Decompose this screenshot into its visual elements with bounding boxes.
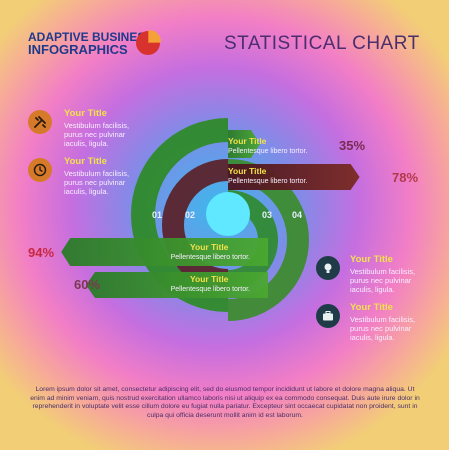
bar-01 [228, 130, 260, 158]
pie-logo-icon [136, 30, 161, 55]
bar-text: Pellentesque libero tortor. [228, 178, 308, 185]
bar-02 [228, 164, 360, 190]
page-title: STATISTICAL CHART [224, 33, 420, 54]
tools-icon [28, 110, 52, 134]
brand-line-1: ADAPTIVE BUSINESS [28, 30, 154, 44]
right-item-title: Your Title [350, 302, 393, 313]
category-label: 04 [292, 210, 303, 220]
right-item [316, 256, 340, 280]
bar-text: Pellentesque libero tortor. [228, 148, 308, 155]
left-item-title: Your Title [64, 108, 107, 119]
right-item-title: Your Title [350, 254, 393, 265]
category-label: 03 [262, 210, 273, 220]
right-item [316, 304, 340, 328]
bar-title: Your Title [228, 136, 267, 146]
value-label: 78% [392, 170, 419, 185]
footer-text: Lorem ipsum dolor sit amet, consectetur … [30, 386, 420, 419]
right-item-text: Vestibulum facilisis, purus nec pulvinar… [350, 267, 416, 294]
lightbulb-icon [316, 256, 340, 280]
chart-bars [61, 130, 360, 298]
left-item-text: Vestibulum facilisis, purus nec pulvinar… [64, 121, 130, 148]
bar-title: Your Title [228, 166, 267, 176]
value-label: 60% [74, 277, 101, 292]
bar-title: Your Title [190, 242, 229, 252]
value-label: 94% [28, 245, 55, 260]
clock-icon [28, 158, 52, 182]
briefcase-icon [316, 304, 340, 328]
chart-center [206, 192, 250, 236]
bar-text: Pellentesque libero tortor. [170, 286, 250, 293]
right-item-text: Vestibulum facilisis, purus nec pulvinar… [350, 315, 416, 342]
left-item-text: Vestibulum facilisis, purus nec pulvinar… [64, 169, 130, 196]
left-item-title: Your Title [64, 156, 107, 167]
bar-title: Your Title [190, 274, 229, 284]
left-item [28, 158, 52, 182]
value-label: 35% [339, 138, 366, 153]
brand-line-2: INFOGRAPHICS [28, 42, 128, 57]
category-label: 02 [185, 210, 196, 220]
left-item [28, 110, 52, 134]
category-label: 01 [152, 210, 163, 220]
bar-03 [61, 238, 269, 266]
bar-04 [86, 272, 268, 298]
bar-text: Pellentesque libero tortor. [170, 254, 250, 261]
